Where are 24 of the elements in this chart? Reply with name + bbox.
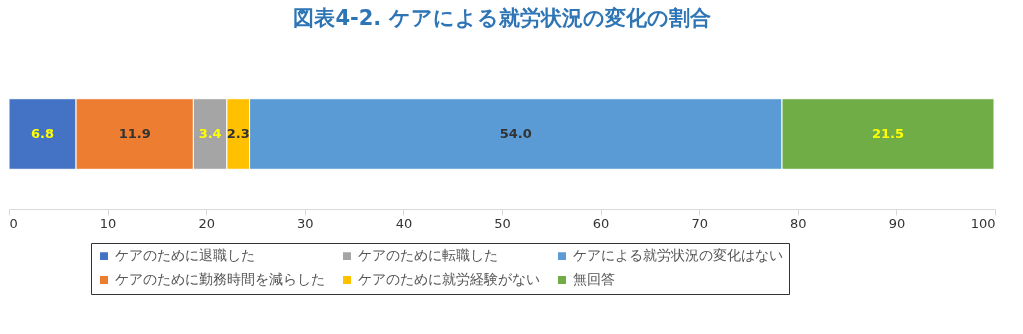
legend-label: 無回答 (573, 271, 615, 287)
x-tick-label: 30 (297, 215, 314, 231)
data-label: 6.8 (31, 126, 55, 141)
x-tick-label: 100 (970, 215, 996, 231)
x-tick-label: 80 (790, 215, 807, 231)
x-tick-label: 60 (592, 215, 610, 231)
legend-label: ケアのために勤務時間を減らした (115, 271, 325, 287)
x-tick-label: 70 (691, 215, 708, 231)
x-tick-label: 0 (9, 215, 18, 231)
data-label: 3.4 (198, 126, 222, 141)
x-tick-label: 40 (395, 215, 413, 231)
data-label: 11.9 (118, 126, 151, 141)
x-tick-label: 20 (198, 215, 215, 231)
chart-title: 図表4-2. ケアによる就労状況の変化の割合 (293, 6, 711, 30)
data-label: 2.3 (226, 126, 250, 141)
data-label: 54.0 (499, 126, 532, 141)
legend-label: ケアによる就労状況の変化はない (573, 247, 783, 264)
data-label: 21.5 (871, 126, 905, 141)
x-tick-label: 50 (494, 215, 511, 231)
legend-label: ケアのために退職した (115, 247, 255, 264)
legend-label: ケアのために就労経験がない (358, 271, 540, 287)
legend-label: ケアのために転職した (358, 247, 498, 264)
x-tick-label: 90 (888, 215, 906, 231)
x-tick-label: 10 (99, 215, 117, 231)
